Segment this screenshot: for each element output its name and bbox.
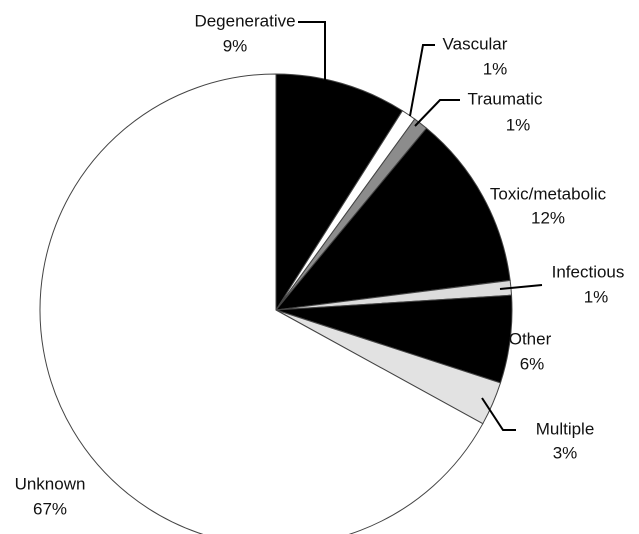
slice-label: Vascular <box>443 34 508 53</box>
pie-slice <box>39 73 484 534</box>
slice-value-label: 3% <box>553 443 578 462</box>
slice-value-label: 67% <box>33 499 67 518</box>
slice-label: Traumatic <box>468 89 543 108</box>
slice-label: Unknown <box>15 474 86 493</box>
slice-label: Toxic/metabolic <box>490 184 607 203</box>
slice-value-label: 6% <box>520 354 545 373</box>
slice-label: Infectious <box>552 262 625 281</box>
slice-value-label: 12% <box>531 208 565 227</box>
slice-value-label: 1% <box>506 115 531 134</box>
leader-line <box>481 397 516 431</box>
slice-label: Other <box>509 329 552 348</box>
leader-line <box>298 21 326 80</box>
slice-value-label: 1% <box>584 287 609 306</box>
slice-label: Degenerative <box>194 11 295 30</box>
leader-line <box>499 284 543 290</box>
leader-line <box>414 99 460 127</box>
slice-value-label: 1% <box>483 59 508 78</box>
slice-value-label: 9% <box>223 36 248 55</box>
slice-label: Multiple <box>536 419 595 438</box>
pie-slice <box>275 73 404 312</box>
leader-line <box>409 44 435 117</box>
pie-slice <box>274 127 511 311</box>
